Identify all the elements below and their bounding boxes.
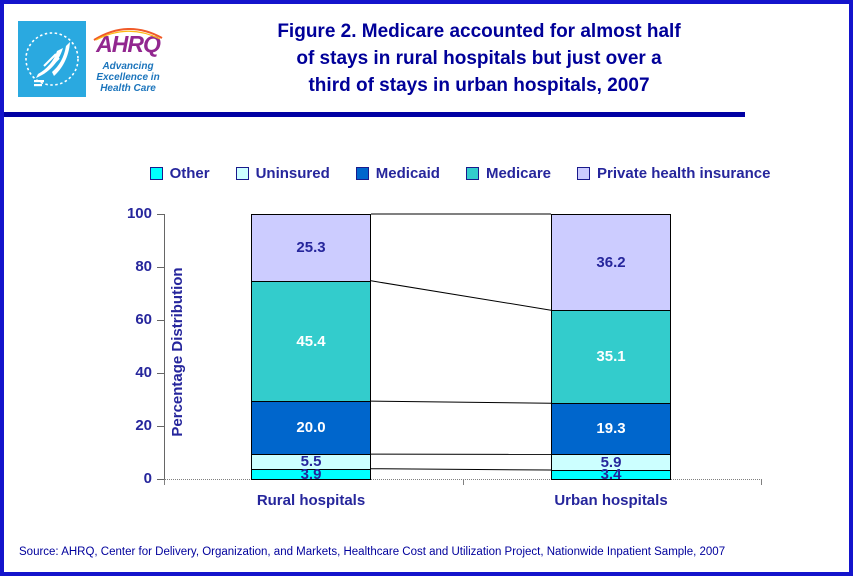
segment-value-label: 45.4 [296,332,326,350]
segment-connector-lines [370,213,552,471]
connector-line [370,400,552,404]
header: AHRQ Advancing Excellence in Health Care… [4,4,849,112]
tagline-line-2: Excellence in [96,71,160,83]
legend-swatch-icon [149,166,163,180]
figure-title: Figure 2. Medicare accounted for almost … [179,18,779,99]
legend-swatch-icon [577,166,591,180]
y-tick-label-100: 100 [126,205,152,222]
segment-value-label: 20.0 [296,419,326,436]
y-tick-mark [157,479,164,480]
bar-segment-uninsured: 5.9 [551,454,671,471]
tagline-line-3: Health Care [100,82,156,94]
segment-value-label: 5.5 [300,453,322,470]
x-tick-mark [761,480,762,485]
segment-value-label: 25.3 [296,239,326,256]
ahrq-tagline: Advancing Excellence in Health Care [96,61,159,94]
y-tick-label-80: 80 [135,258,152,275]
x-category-label-urban: Urban hospitals [554,492,668,509]
segment-value-label: 3.9 [300,465,322,483]
bar-segment-medicaid: 20.0 [251,401,371,455]
segment-value-label: 35.1 [596,348,626,365]
bar-segment-medicaid: 19.3 [551,403,671,455]
hhs-seal-icon [18,21,86,97]
y-tick-label-60: 60 [135,311,152,328]
y-tick-mark [157,320,164,321]
source-note: Source: AHRQ, Center for Delivery, Organ… [19,546,726,558]
legend-label: Medicare [485,164,552,182]
bar-segment-private-health-insurance: 25.3 [251,214,371,282]
legend-label: Uninsured [255,164,330,182]
bar-segment-medicare: 35.1 [551,310,671,404]
header-divider [4,112,745,117]
y-tick-mark [157,214,164,215]
y-tick-label-0: 0 [143,470,152,487]
connector-line [370,280,552,311]
y-tick-mark [157,373,164,374]
connector-line [370,468,552,471]
x-tick-mark [463,480,464,485]
title-line-2: of stays in rural hospitals but just ove… [296,48,662,69]
legend-label: Private health insurance [597,164,771,182]
legend-item-medicaid: Medicaid [355,164,440,182]
bar-segment-uninsured: 5.5 [251,454,371,470]
y-tick-label-20: 20 [135,417,152,434]
ahrq-logo: AHRQ Advancing Excellence in Health Care [18,21,170,97]
segment-value-label: 3.4 [600,466,622,483]
legend-item-other: Other [149,164,210,182]
legend-label: Other [169,164,210,182]
y-tick-mark [157,267,164,268]
legend-label: Medicaid [375,164,440,182]
ahrq-logo-text-panel: AHRQ Advancing Excellence in Health Care [86,21,170,97]
bar-segment-other: 3.4 [551,466,671,483]
bar-segment-medicare: 45.4 [251,281,371,402]
legend-swatch-icon [235,166,249,180]
segment-value-label: 36.2 [596,253,626,271]
x-axis-line [164,479,762,480]
bar-segment-private-health-insurance: 36.2 [551,214,671,311]
x-category-label-rural: Rural hospitals [256,492,366,509]
title-line-3: third of stays in urban hospitals, 2007 [308,75,650,96]
y-axis-title: Percentage Distribution [169,267,186,437]
y-tick-mark [157,426,164,427]
legend-item-medicare: Medicare [465,164,552,182]
y-tick-label-40: 40 [135,364,152,381]
legend-swatch-icon [355,166,369,180]
bar-segment-other: 3.9 [251,465,371,483]
tagline-line-1: Advancing [102,60,154,72]
y-axis-line [164,214,165,480]
legend-item-private-health-insurance: Private health insurance [577,165,770,182]
title-line-1: Figure 2. Medicare accounted for almost … [277,21,681,42]
rainbow-arc-icon [93,27,163,41]
stacked-bar-chart: Other Uninsured Medicaid Medicare Private he… [4,117,849,537]
segment-value-label: 5.9 [600,453,622,471]
segment-value-label: 19.3 [596,420,626,437]
chart-legend: Other Uninsured Medicaid Medicare Private he… [149,162,770,184]
legend-item-uninsured: Uninsured [235,164,330,182]
legend-swatch-icon [465,166,479,180]
x-tick-mark [164,480,165,485]
hhs-eagle-icon [25,32,79,87]
